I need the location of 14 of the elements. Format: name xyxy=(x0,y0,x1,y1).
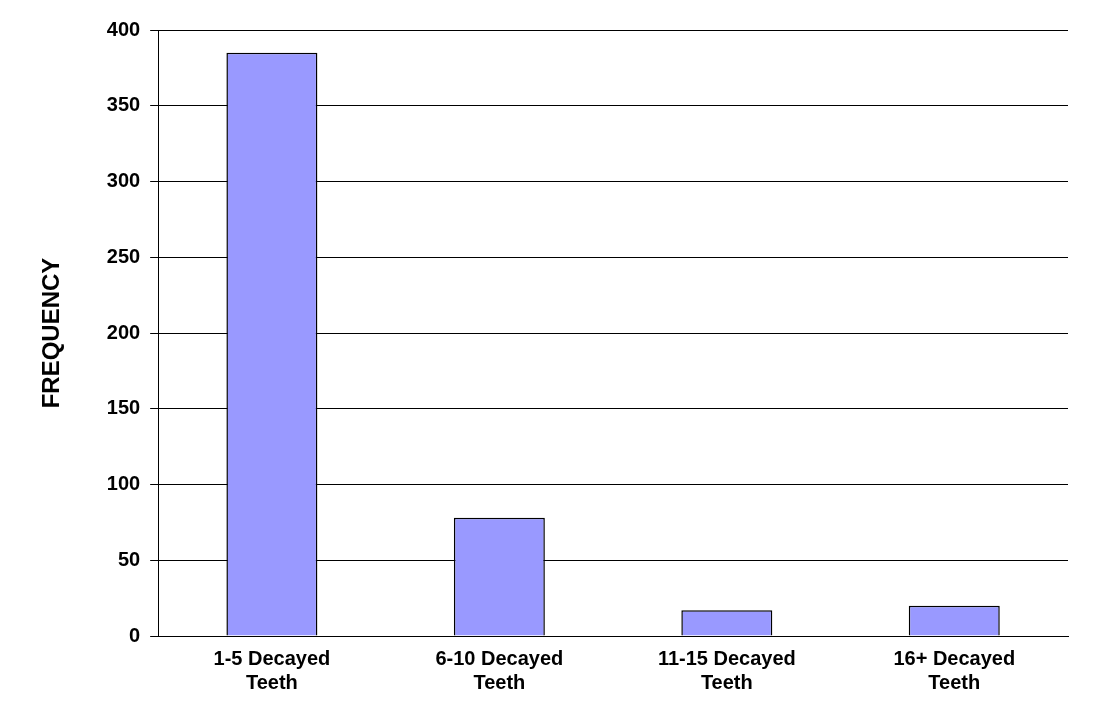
y-axis-title: FREQUENCY xyxy=(37,257,65,409)
y-tick-label: 50 xyxy=(117,547,141,570)
y-tick-label: 150 xyxy=(106,396,141,419)
x-tick-label: 1-5 Decayed Teeth xyxy=(213,646,331,693)
y-tick-label: 0 xyxy=(129,623,141,646)
x-tick-label: 6-10 Decayed Teeth xyxy=(435,646,564,693)
y-tick-label: 300 xyxy=(106,169,141,192)
y-tick-label: 250 xyxy=(106,244,141,267)
y-tick-label: 400 xyxy=(106,17,141,40)
y-tick-label: 350 xyxy=(106,93,141,116)
x-tick-label: 11-15 Decayed Teeth xyxy=(657,646,796,693)
y-tick-label: 100 xyxy=(106,472,141,495)
y-tick-label: 200 xyxy=(106,320,141,343)
x-tick-label: 16+ Decayed Teeth xyxy=(893,646,1016,693)
